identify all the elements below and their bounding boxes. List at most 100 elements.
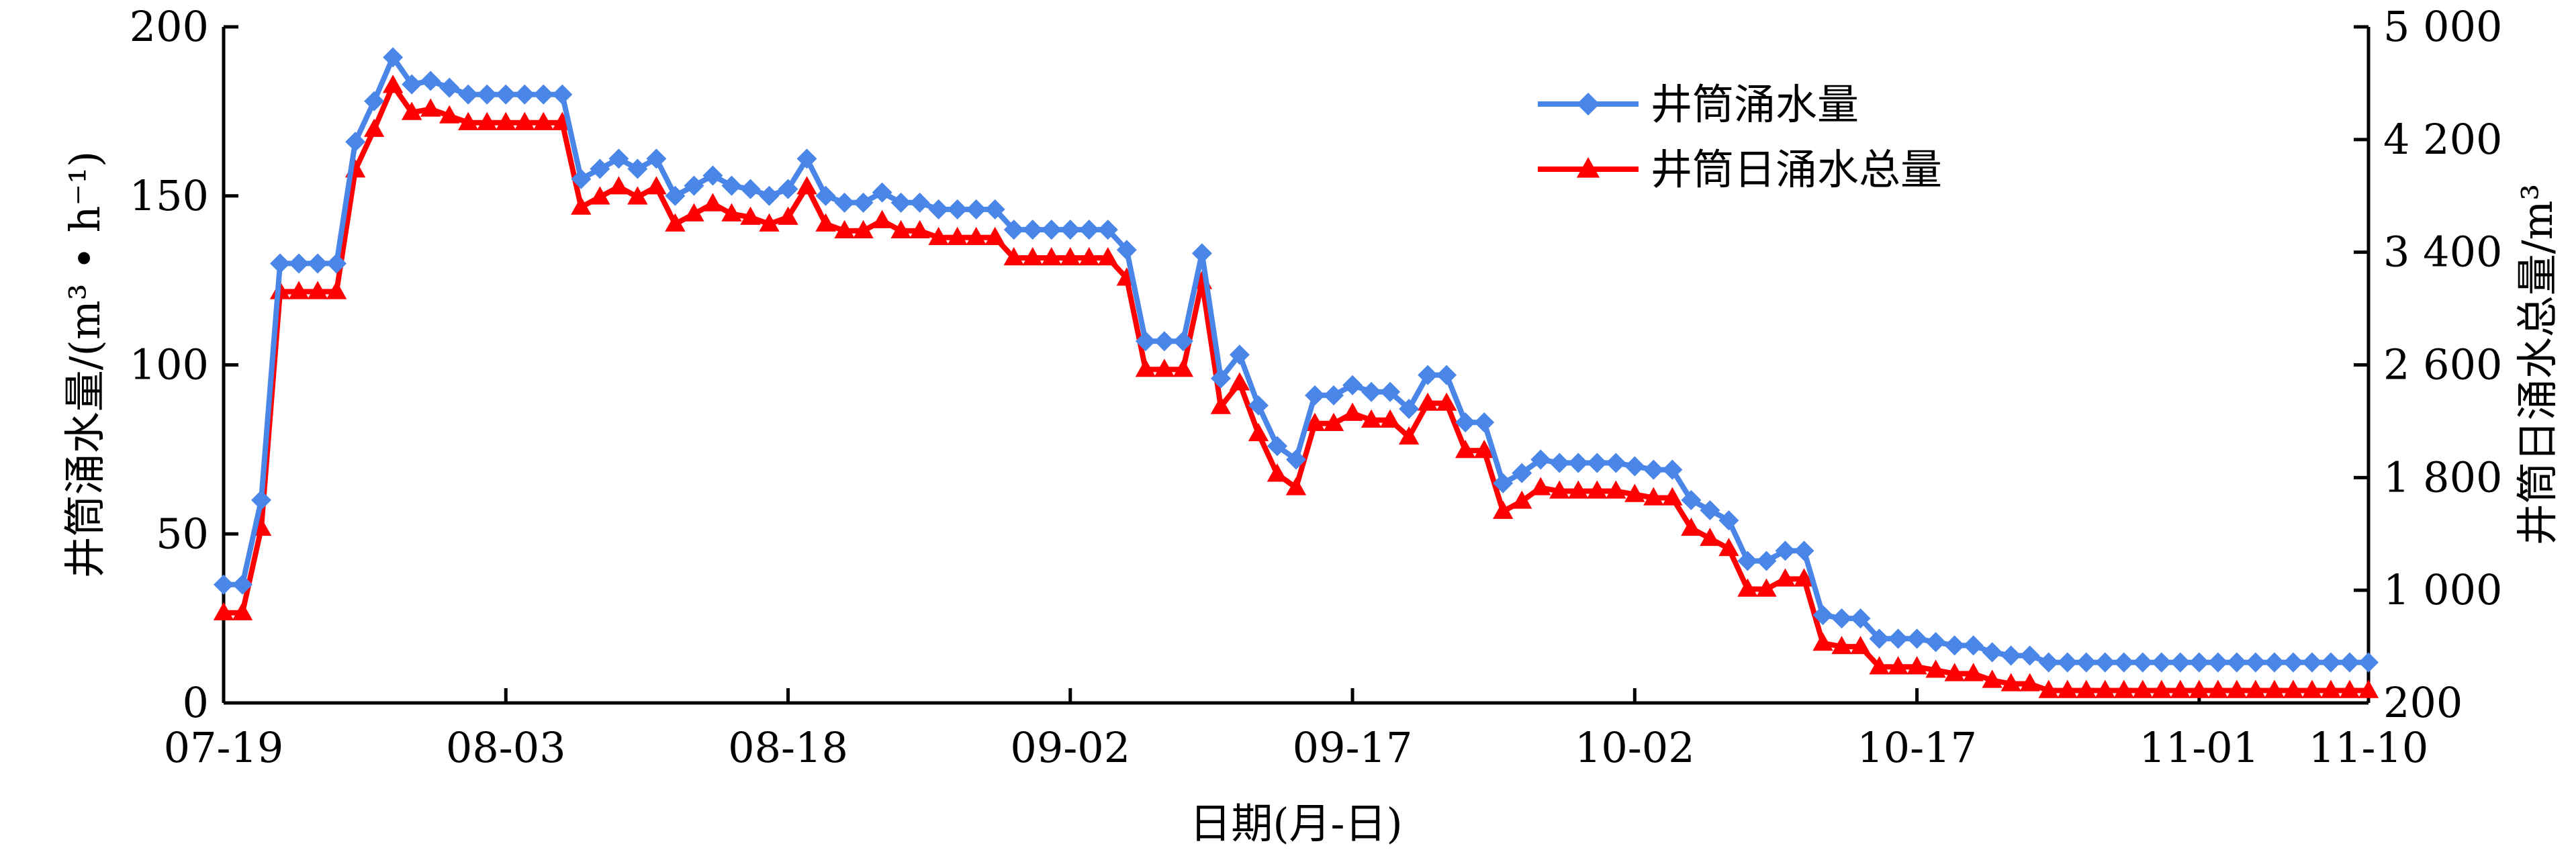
data-point [1172,331,1193,352]
series-line [224,83,2368,694]
data-point [1662,487,1683,506]
x-tick-label: 08-03 [446,723,566,772]
data-point [1323,412,1344,431]
data-point [1944,635,1965,656]
series-layer [213,47,2379,698]
data-point [2038,679,2059,698]
data-point [439,105,460,124]
right-y-tick-label: 1 000 [2383,565,2503,614]
x-axis-label: 日期(月-日) [1189,799,1402,848]
x-tick-label: 09-02 [1010,723,1130,772]
data-point [2151,679,2172,698]
data-point [514,84,535,105]
data-point [1210,368,1231,389]
x-tick-label: 11-01 [2139,723,2259,772]
data-point [2019,673,2040,692]
data-point [1888,628,1908,649]
data-point [1549,453,1570,473]
data-point [1850,608,1871,629]
data-point [1380,381,1401,402]
data-point [251,489,272,510]
data-point [533,111,554,130]
data-point [1078,220,1099,240]
data-point [1191,243,1212,264]
data-point [2000,673,2021,692]
legend-item: 井筒涌水量 [1538,80,1859,129]
data-point [1229,344,1250,365]
data-point [1135,359,1156,377]
data-point [1963,635,1984,656]
left-y-tick-label: 50 [156,509,209,558]
data-point [646,176,667,195]
data-point [1906,656,1927,675]
data-point [401,101,422,120]
data-point [665,213,686,232]
data-point [928,199,949,220]
data-point [1473,440,1495,459]
data-point [402,74,422,95]
data-point [1398,426,1420,445]
data-point [1624,483,1645,502]
data-point [1492,500,1514,519]
data-point [1737,551,1758,571]
data-point [2207,679,2229,698]
data-point [270,253,291,274]
data-point [1324,385,1344,406]
data-point [307,281,328,299]
data-point [420,98,441,117]
data-point [872,209,892,228]
data-point [684,203,704,222]
data-point [1003,247,1024,266]
data-point [2113,679,2134,698]
data-point [1418,365,1438,385]
data-point [2264,679,2285,698]
data-point [1022,247,1043,266]
data-point [383,47,404,68]
data-point [2283,652,2303,673]
data-point [2245,652,2266,673]
data-point [1342,402,1363,421]
right-y-tick-label: 200 [2383,678,2463,727]
data-point [1097,220,1118,240]
x-tick-label: 10-17 [1857,723,1977,772]
data-point [1606,453,1626,473]
data-point [420,70,441,91]
data-point [872,182,892,203]
data-point [289,253,310,274]
data-point [608,176,629,195]
data-point [1022,220,1043,240]
data-point [496,84,516,105]
data-point [1888,656,1908,675]
data-point [2057,652,2078,673]
data-point [1700,500,1720,521]
x-tick-label: 10-02 [1575,723,1695,772]
data-point [1775,540,1796,561]
data-point [2283,679,2304,698]
right-y-axis-label: 井筒日涌水总量/m³ [2513,184,2562,546]
left-y-tick-label: 100 [130,340,209,389]
data-point [1869,656,1890,675]
data-point [439,77,460,98]
data-point [1285,477,1307,495]
left-y-tick-label: 200 [130,2,209,51]
data-point [496,111,516,130]
data-point [1700,527,1720,547]
legend-marker [1577,93,1600,115]
data-point [966,199,986,220]
data-point [2057,679,2078,698]
series-inflow-rate [214,47,2379,673]
data-point [1361,409,1382,428]
data-point [1361,381,1382,402]
right-y-tick-label: 4 200 [2383,115,2503,164]
right-y-tick-label: 1 800 [2383,453,2503,502]
data-point [890,220,911,238]
data-point [1286,449,1306,470]
data-point [909,192,930,213]
data-point [1850,636,1871,655]
data-point [853,192,874,213]
data-point [1643,487,1664,506]
data-point [646,148,667,169]
data-point [1982,669,2003,688]
